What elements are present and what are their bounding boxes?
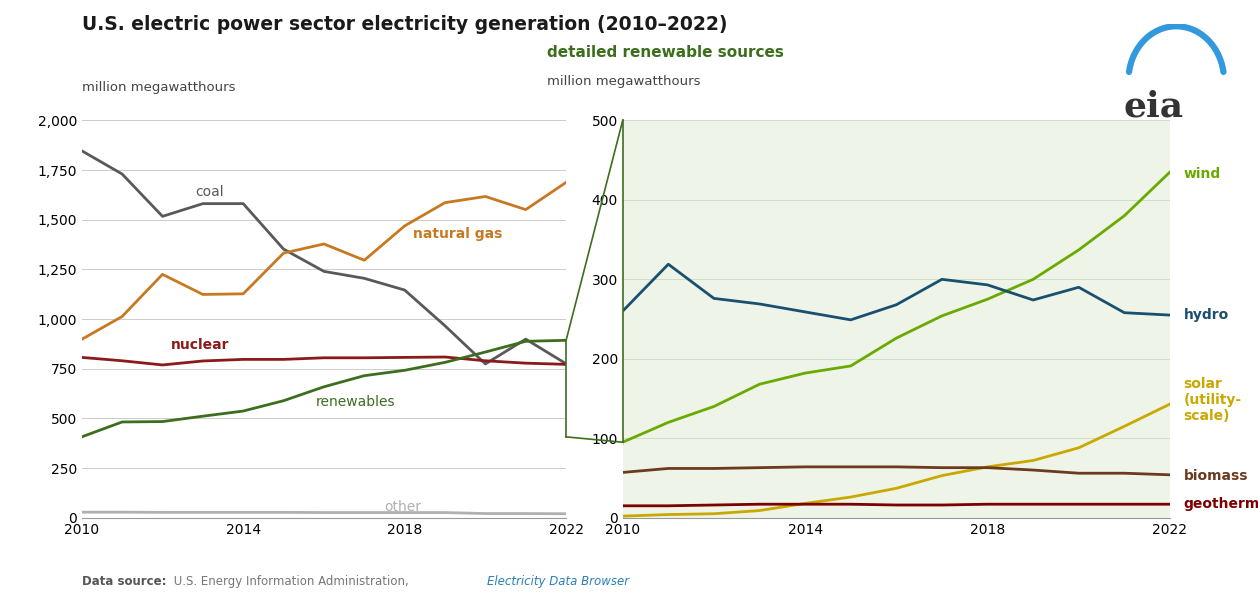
Text: Data source:: Data source: xyxy=(82,575,166,588)
Text: nuclear: nuclear xyxy=(171,338,229,352)
Text: other: other xyxy=(385,500,421,514)
Text: million megawatthours: million megawatthours xyxy=(82,81,235,95)
Text: eia: eia xyxy=(1123,89,1184,123)
Text: solar
(utility-
scale): solar (utility- scale) xyxy=(1184,377,1242,423)
Text: biomass: biomass xyxy=(1184,470,1248,483)
Text: hydro: hydro xyxy=(1184,308,1229,322)
Text: coal: coal xyxy=(195,185,224,199)
Text: wind: wind xyxy=(1184,167,1220,181)
Text: Electricity Data Browser: Electricity Data Browser xyxy=(487,575,629,588)
Text: geothermal: geothermal xyxy=(1184,497,1258,511)
Text: detailed renewable sources: detailed renewable sources xyxy=(547,45,784,60)
Text: million megawatthours: million megawatthours xyxy=(547,75,701,88)
Text: U.S. Energy Information Administration,: U.S. Energy Information Administration, xyxy=(170,575,413,588)
Text: renewables: renewables xyxy=(316,396,395,409)
Text: natural gas: natural gas xyxy=(413,226,502,241)
Text: U.S. electric power sector electricity generation (2010–2022): U.S. electric power sector electricity g… xyxy=(82,15,727,34)
